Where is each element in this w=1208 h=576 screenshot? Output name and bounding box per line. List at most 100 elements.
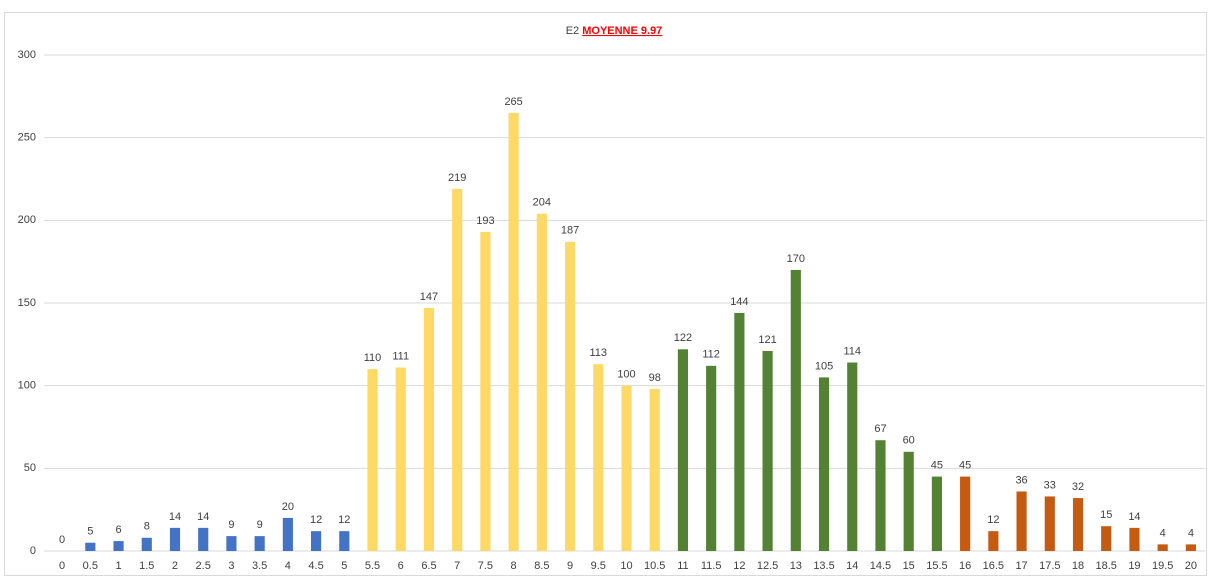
bar	[677, 349, 689, 551]
x-tick-label: 10.5	[644, 560, 665, 572]
data-label: 113	[590, 347, 608, 359]
bar	[1044, 496, 1055, 551]
x-tick-label: 18	[1072, 560, 1084, 572]
data-label: 0	[59, 534, 65, 546]
bar	[480, 231, 491, 551]
x-tick-label: 9	[567, 560, 573, 572]
data-label: 6	[115, 524, 121, 536]
x-tick-label: 11.5	[701, 560, 722, 572]
data-label: 5	[87, 526, 93, 538]
bar	[988, 531, 999, 551]
y-tick-label: 200	[18, 214, 36, 226]
bar	[367, 369, 378, 551]
bar	[254, 536, 265, 551]
x-tick-label: 5.5	[365, 560, 380, 572]
data-label: 14	[169, 511, 181, 523]
x-tick-label: 16	[959, 560, 971, 572]
data-label: 45	[931, 460, 943, 472]
data-label: 32	[1072, 481, 1084, 493]
bar	[508, 112, 519, 551]
x-tick-label: 14	[846, 560, 858, 572]
x-tick-label: 17	[1015, 560, 1027, 572]
x-tick-label: 3	[228, 560, 234, 572]
bar	[960, 476, 971, 551]
bar	[311, 531, 322, 551]
bar	[282, 517, 293, 551]
x-tick-label: 8	[511, 560, 517, 572]
y-tick-label: 300	[18, 49, 36, 61]
y-tick-label: 50	[24, 462, 36, 474]
x-tick-label: 7	[454, 560, 460, 572]
bar	[593, 364, 604, 551]
data-label: 67	[874, 423, 886, 435]
x-tick-label: 3.5	[252, 560, 267, 572]
chart-frame	[4, 12, 1207, 576]
data-label: 170	[787, 253, 805, 265]
chart-title: E2 MOYENNE 9.97	[566, 25, 663, 37]
bar	[762, 350, 773, 551]
x-tick-label: 19	[1128, 560, 1140, 572]
x-tick-label: 2.5	[196, 560, 211, 572]
bar	[903, 451, 914, 551]
x-tick-label: 0.5	[83, 560, 98, 572]
data-label: 265	[504, 96, 522, 108]
bar	[564, 241, 576, 551]
bar	[395, 367, 406, 551]
bar	[621, 385, 632, 551]
data-label: 219	[448, 172, 466, 184]
bar	[790, 269, 801, 551]
x-tick-label: 2	[172, 560, 178, 572]
bar	[1157, 544, 1168, 551]
data-label: 144	[730, 296, 748, 308]
bar	[1101, 526, 1112, 551]
bar	[113, 541, 124, 551]
x-tick-label: 12.5	[757, 560, 778, 572]
data-label: 121	[758, 334, 776, 346]
data-label: 12	[310, 514, 322, 526]
y-tick-label: 100	[18, 380, 36, 392]
x-tick-label: 20	[1185, 560, 1197, 572]
title-highlight: MOYENNE 9.97	[582, 25, 662, 37]
data-label: 20	[282, 501, 294, 513]
x-tick-label: 6.5	[421, 560, 436, 572]
bar	[1185, 544, 1196, 551]
x-tick-label: 6	[398, 560, 404, 572]
x-tick-label: 4.5	[308, 560, 323, 572]
data-label: 45	[959, 460, 971, 472]
x-tick-label: 1.5	[139, 560, 154, 572]
x-tick-label: 15	[903, 560, 915, 572]
x-tick-label: 12	[733, 560, 745, 572]
x-tick-label: 16.5	[983, 560, 1004, 572]
data-label: 14	[197, 511, 209, 523]
data-label: 36	[1015, 474, 1027, 486]
bar	[169, 527, 181, 551]
data-label: 60	[903, 435, 915, 447]
data-label: 14	[1128, 511, 1140, 523]
bar	[818, 377, 830, 551]
x-tick-label: 5	[341, 560, 347, 572]
x-tick-label: 11	[677, 560, 688, 572]
bar	[536, 213, 547, 551]
data-label: 204	[533, 197, 551, 209]
x-tick-label: 10	[620, 560, 632, 572]
data-label: 9	[228, 519, 234, 531]
x-tick-label: 13	[790, 560, 802, 572]
data-label: 98	[649, 372, 661, 384]
data-label: 193	[476, 215, 494, 227]
x-tick-label: 0	[59, 560, 65, 572]
x-tick-label: 18.5	[1096, 560, 1117, 572]
bar	[875, 440, 886, 551]
y-tick-label: 0	[30, 545, 36, 557]
x-tick-label: 9.5	[591, 560, 606, 572]
data-label: 4	[1160, 527, 1166, 539]
data-label: 114	[843, 345, 861, 357]
x-tick-label: 4	[285, 560, 291, 572]
bar	[706, 365, 717, 551]
bar	[85, 542, 96, 551]
data-label: 187	[561, 225, 579, 237]
bar	[452, 188, 463, 552]
y-tick-label: 150	[18, 297, 36, 309]
data-label: 110	[364, 352, 382, 364]
data-label: 8	[144, 521, 150, 533]
data-label: 147	[420, 291, 438, 303]
